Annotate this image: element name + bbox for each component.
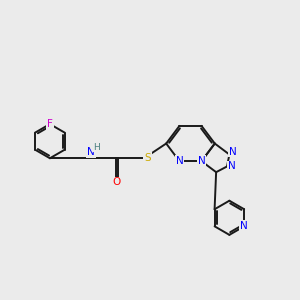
Text: N: N — [227, 161, 235, 172]
Text: F: F — [47, 119, 53, 129]
Text: N: N — [87, 147, 95, 157]
Text: N: N — [229, 146, 237, 157]
Text: H: H — [93, 142, 100, 152]
Text: N: N — [240, 221, 248, 231]
Text: N: N — [176, 156, 183, 166]
Text: S: S — [144, 153, 151, 163]
Text: N: N — [198, 156, 206, 166]
Text: O: O — [112, 177, 120, 188]
